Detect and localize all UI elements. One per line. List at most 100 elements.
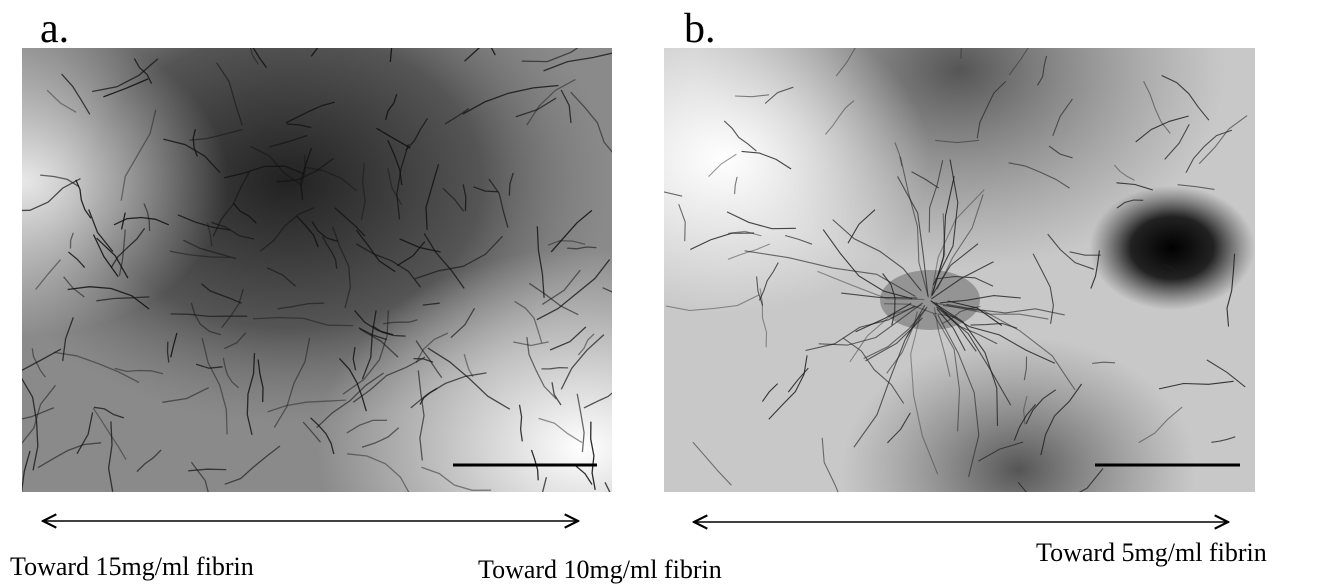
- fiber: [360, 162, 366, 221]
- fiber: [575, 465, 593, 485]
- fiber: [358, 327, 388, 341]
- fiber: [1013, 404, 1037, 441]
- fiber: [560, 89, 572, 123]
- fiber: [67, 251, 86, 269]
- fiber: [250, 145, 302, 186]
- fiber: [222, 357, 240, 389]
- fiber: [22, 377, 39, 471]
- fiber: [354, 309, 394, 336]
- fiber: [942, 304, 1076, 391]
- fiber: [166, 341, 170, 363]
- fiber: [930, 300, 999, 427]
- fiber: [463, 354, 474, 378]
- fiber: [947, 300, 1003, 326]
- fiber: [1078, 468, 1104, 492]
- fiber: [1206, 359, 1246, 388]
- fiber: [224, 445, 281, 485]
- fiber: [389, 48, 393, 62]
- fiber: [46, 89, 77, 113]
- micrograph-b: [664, 48, 1255, 492]
- fiber: [1185, 129, 1233, 174]
- fiber: [22, 178, 81, 212]
- panel-label: a.: [40, 6, 69, 52]
- direction-label: Toward 10mg/ml fibrin: [478, 555, 722, 584]
- fiber: [583, 392, 612, 409]
- fiber: [96, 237, 129, 279]
- fiber: [69, 232, 74, 249]
- fiber: [31, 348, 46, 378]
- fiber: [200, 283, 242, 304]
- fiber: [285, 101, 335, 124]
- fiber: [22, 407, 55, 420]
- fiber: [932, 159, 959, 286]
- fiber: [61, 73, 91, 115]
- fiber: [978, 441, 1024, 462]
- fiber: [708, 153, 737, 177]
- fiber: [514, 300, 543, 343]
- fiber: [508, 172, 514, 196]
- fiber: [855, 302, 912, 333]
- fiber: [937, 314, 980, 478]
- fiber: [1198, 115, 1248, 165]
- fiber: [887, 412, 911, 444]
- fiber: [899, 156, 930, 298]
- fiber: [744, 250, 916, 297]
- fiber: [1162, 263, 1183, 276]
- fiber: [421, 466, 492, 491]
- fiber: [396, 144, 410, 220]
- fiber: [423, 233, 465, 289]
- fiber: [1008, 48, 1029, 76]
- fiber: [355, 229, 396, 273]
- fiber: [414, 235, 503, 280]
- fiber: [928, 160, 944, 233]
- fiber: [1164, 123, 1190, 160]
- fiber: [841, 292, 918, 299]
- fiber: [383, 319, 418, 325]
- fiber: [334, 207, 366, 237]
- fiber: [931, 261, 994, 300]
- fiber: [163, 138, 221, 174]
- fiber: [567, 246, 597, 250]
- fiber: [473, 186, 498, 193]
- fiber: [189, 128, 243, 141]
- fiber: [417, 370, 425, 461]
- fiber: [249, 48, 259, 65]
- fiber: [96, 296, 150, 302]
- fiber: [259, 207, 315, 252]
- fiber: [1116, 199, 1144, 209]
- fiber: [342, 310, 389, 395]
- fiber: [92, 407, 127, 460]
- fiber: [577, 333, 595, 356]
- fiber: [847, 209, 876, 244]
- fiber: [273, 337, 311, 428]
- fiber: [942, 310, 1056, 364]
- fiber: [92, 234, 119, 278]
- fiber: [1135, 115, 1189, 143]
- fiber: [825, 100, 855, 135]
- fiber: [53, 351, 140, 384]
- fiber: [120, 109, 157, 201]
- fiber: [1017, 481, 1027, 492]
- fiber: [346, 419, 388, 434]
- fiber: [253, 316, 354, 327]
- fiber: [727, 243, 771, 260]
- fiber: [376, 127, 411, 149]
- fiber: [442, 187, 465, 212]
- fiber: [897, 176, 929, 297]
- fiber: [347, 453, 410, 492]
- fiber: [216, 62, 243, 126]
- fiber: [296, 215, 319, 248]
- fiber: [183, 239, 237, 260]
- fiber: [133, 58, 153, 84]
- fiber: [1069, 251, 1101, 256]
- fiber: [75, 179, 92, 219]
- fiber: [576, 393, 585, 453]
- fiber: [1177, 184, 1215, 190]
- fiber: [1023, 356, 1028, 381]
- direction-label: Toward 15mg/ml fibrin: [10, 552, 254, 581]
- fiber: [450, 307, 476, 339]
- fiber: [1048, 145, 1073, 159]
- fiber: [488, 178, 509, 228]
- fiber: [462, 184, 467, 211]
